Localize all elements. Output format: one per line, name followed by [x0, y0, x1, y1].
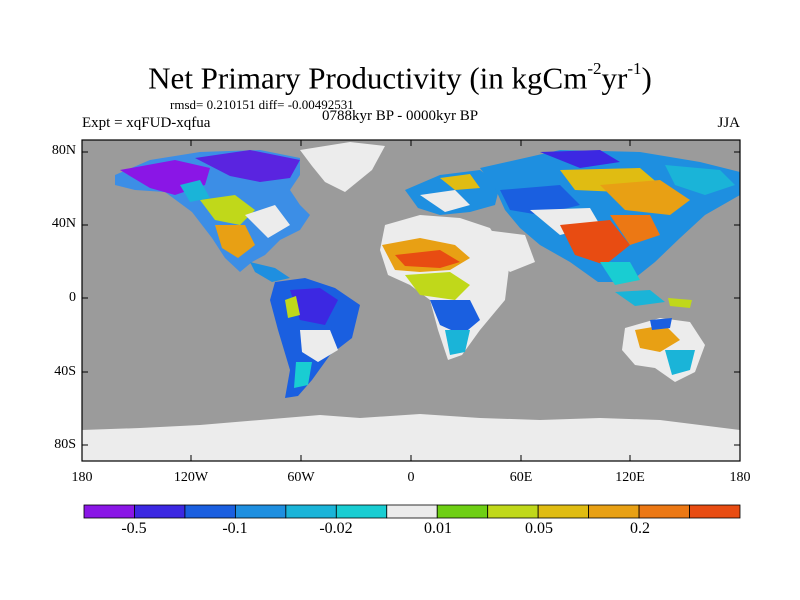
- colorbar-label: 0.05: [525, 520, 553, 537]
- colorbar-swatch: [638, 504, 690, 519]
- lon-label-120e: 120E: [615, 470, 645, 485]
- lon-label-180e: 180: [729, 470, 751, 485]
- lon-label-180w: 180: [71, 470, 93, 485]
- colorbar-swatch: [689, 504, 741, 519]
- colorbar-swatch: [285, 504, 337, 519]
- lon-label-60e: 60E: [509, 470, 533, 485]
- lat-label-80n: 80N: [51, 143, 76, 158]
- colorbar-swatch: [537, 504, 590, 519]
- lon-label-0: 0: [407, 470, 415, 485]
- colorbar-label: 0.01: [424, 520, 452, 537]
- lat-label-80s: 80S: [54, 437, 76, 452]
- season-label: JJA: [717, 115, 740, 131]
- experiment-label: Expt = xqFUD-xqfua: [82, 115, 211, 131]
- lon-label-60w: 60W: [287, 470, 315, 485]
- period-label: 0788kyr BP - 0000kyr BP: [322, 108, 479, 124]
- lon-label-120w: 120W: [173, 470, 209, 485]
- colorbar-swatch: [436, 504, 489, 519]
- colorbar-label: -0.1: [222, 520, 248, 537]
- colorbar-swatch: [234, 504, 287, 519]
- colorbar-swatch: [487, 504, 539, 519]
- colorbar-label: 0.2: [630, 520, 650, 537]
- colorbar-swatch: [588, 504, 640, 519]
- stats-label: rmsd= 0.210151 diff= -0.00492531: [170, 97, 354, 112]
- colorbar-swatch: [184, 504, 236, 519]
- lat-label-40s: 40S: [54, 364, 76, 379]
- colorbar-swatch: [386, 504, 438, 519]
- colorbar-swatch: [335, 504, 388, 519]
- land-antarctica: [82, 414, 740, 461]
- colorbar-swatch: [134, 504, 186, 519]
- land-greenland: [300, 142, 385, 192]
- colorbar-swatch: [83, 504, 135, 519]
- lat-label-0: 0: [69, 290, 76, 305]
- colorbar-label: -0.5: [121, 520, 147, 537]
- chart-title: Net Primary Productivity (in kgCm-2yr-1): [148, 59, 652, 96]
- lat-label-40n: 40N: [51, 216, 76, 231]
- colorbar: [83, 504, 741, 519]
- colorbar-label: -0.02: [319, 520, 353, 537]
